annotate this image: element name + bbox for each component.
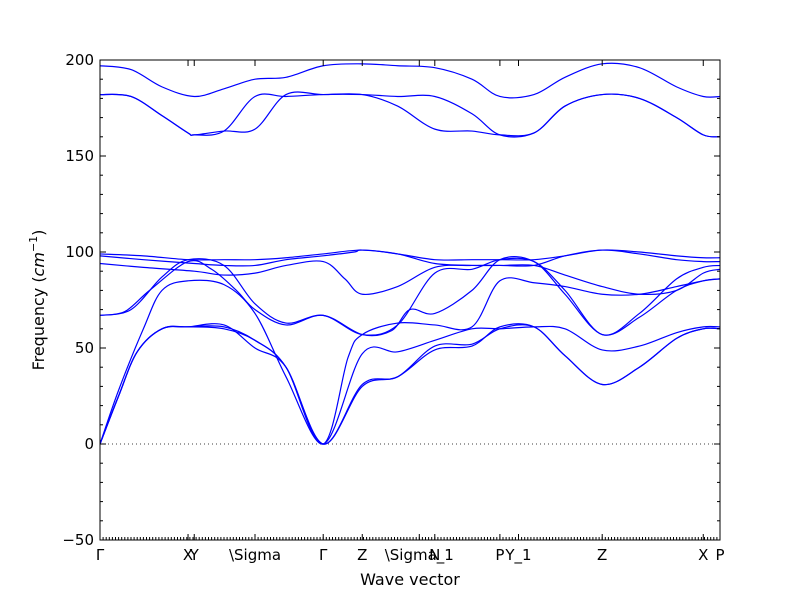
y-axis-title-prefix: Frequency (: [29, 276, 48, 370]
y-tick-label: 0: [84, 435, 94, 453]
band-line-4: [99, 249, 721, 261]
band-line-1: [99, 62, 721, 99]
band-line-11: [99, 325, 721, 445]
band-series-group: [99, 62, 721, 445]
x-tick-label: P: [495, 546, 504, 564]
x-tick-label: Γ: [319, 546, 328, 564]
x-tick-label: Y: [189, 546, 200, 564]
x-axis-title: Wave vector: [360, 570, 460, 589]
y-axis-title-unit: cm: [29, 252, 48, 276]
x-tick-label: Z: [357, 546, 367, 564]
y-tick-label: 200: [65, 51, 94, 69]
x-tick-label: X: [698, 546, 708, 564]
x-tick-label: X: [183, 546, 193, 564]
y-axis-title-suffix: ): [29, 230, 48, 236]
x-tick-label: P: [715, 546, 724, 564]
x-tick-label: Z: [597, 546, 607, 564]
y-tick-label: 50: [75, 339, 94, 357]
x-tick-label: \Sigma_1: [385, 546, 454, 565]
band-line-8: [99, 256, 721, 337]
x-tick-label: Γ: [96, 546, 105, 564]
y-tick-label: −50: [62, 531, 94, 549]
x-axis-ticks: Γ XY \Sigma Γ Z \Sigma_1N P Y_1 Z X P: [96, 60, 725, 565]
band-line-6: [99, 260, 721, 296]
band-line-2: [99, 93, 721, 138]
band-line-7: [99, 257, 721, 336]
y-axis-title-unit-exponent: −1: [27, 236, 40, 252]
plot-area: [99, 59, 721, 541]
y-tick-label: 100: [65, 243, 94, 261]
y-tick-label: 150: [65, 147, 94, 165]
y-axis-ticks: −50 0 50 100 150 200: [62, 51, 720, 549]
y-axis-title: Frequency (cm−1): [27, 230, 48, 371]
plot-frame: [99, 59, 721, 541]
x-tick-label: Y_1: [504, 546, 531, 565]
x-tick-label: \Sigma: [229, 546, 281, 564]
band-line-5: [99, 249, 721, 267]
band-line-3: [99, 91, 721, 138]
band-line-12: [99, 323, 721, 445]
band-line-10: [99, 324, 721, 445]
band-line-9: [99, 277, 721, 445]
x-tick-label: N: [429, 546, 440, 564]
